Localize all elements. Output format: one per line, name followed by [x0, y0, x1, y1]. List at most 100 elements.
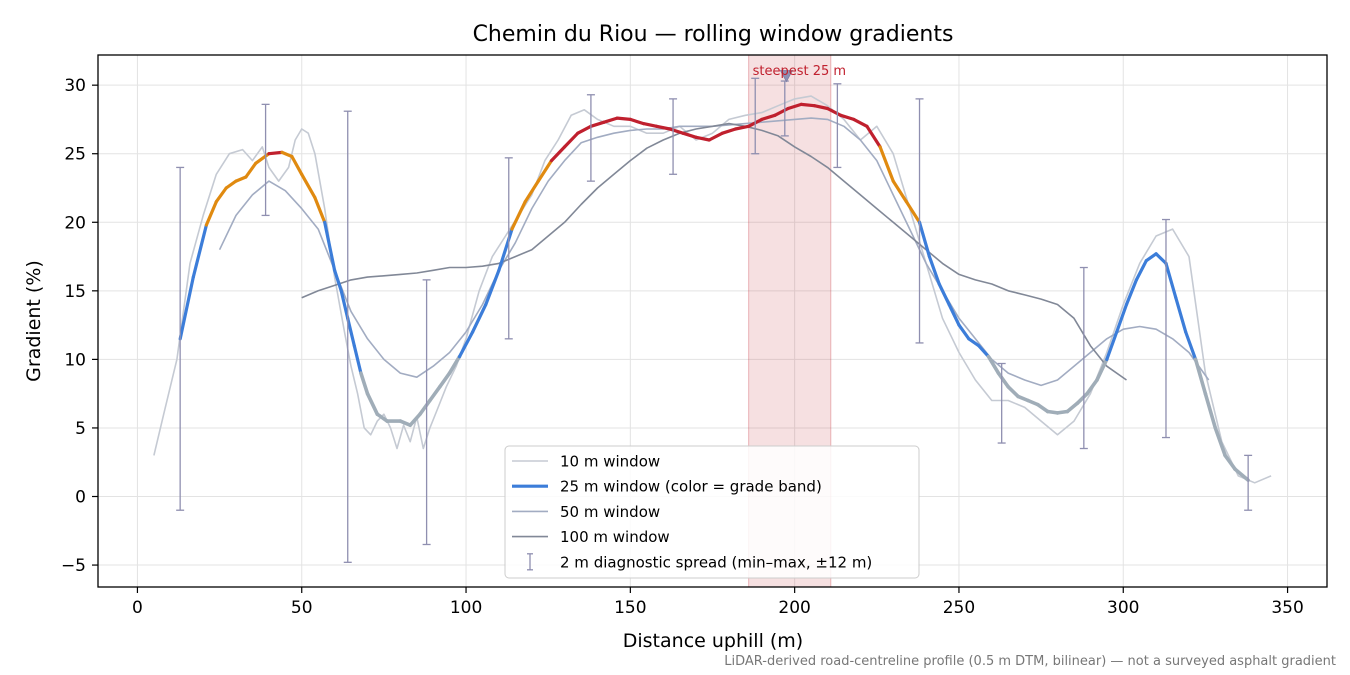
- series-25m-segment: [878, 145, 895, 183]
- series-25m-segment: [418, 398, 432, 417]
- series-25m-segment: [300, 172, 317, 200]
- series-100m-line: [301, 122, 1127, 381]
- plot-frame: [97, 54, 1328, 588]
- series-25m-segment: [1075, 391, 1089, 406]
- legend: 10 m window 25 m window (color = grade ba…: [504, 445, 920, 579]
- series-25m-segment: [1213, 426, 1227, 458]
- series-25m-segment: [280, 150, 294, 159]
- series-25m-segment: [214, 186, 228, 204]
- x-tick-label: 300: [1107, 598, 1139, 618]
- series-25m-segment: [1124, 278, 1139, 307]
- series-25m-segment: [1095, 357, 1109, 382]
- series-25m-segment: [234, 175, 248, 183]
- series-25m-segment: [471, 302, 488, 334]
- y-tick-label: 5: [75, 419, 86, 439]
- series-25m-segment: [562, 131, 580, 149]
- series-25m-segment: [224, 179, 238, 190]
- chart-title: Chemin du Riou — rolling window gradient…: [473, 22, 954, 47]
- y-tick-label: −5: [61, 556, 86, 576]
- series-25m-segment: [375, 412, 390, 423]
- series-25m-segment: [904, 200, 922, 224]
- series-25m-segment: [1006, 384, 1020, 399]
- series-25m-segment: [760, 113, 777, 122]
- series-25m-segment: [589, 120, 606, 128]
- series-25m-segment: [313, 196, 327, 224]
- series-25m-segment: [244, 161, 258, 179]
- legend-label: 50 m window: [560, 503, 660, 521]
- series-25m-segment: [1184, 330, 1198, 361]
- series-25m-segment: [996, 371, 1011, 389]
- series-25m-segment: [839, 113, 856, 122]
- y-tick-label: 15: [64, 282, 86, 302]
- y-tick-label: 20: [64, 213, 86, 233]
- series-25m-segment: [536, 159, 554, 183]
- series-25m-segment: [865, 124, 882, 149]
- series-25m-segment: [812, 104, 830, 111]
- series-25m-segment: [359, 371, 370, 396]
- series-25m-segment: [346, 316, 356, 348]
- series-25m-segment: [1193, 357, 1208, 396]
- series-25m-segment: [977, 344, 991, 359]
- series-25m-segment: [654, 124, 672, 131]
- series-25m-segment: [408, 412, 422, 428]
- diagnostic-error-bars: [176, 77, 1253, 563]
- series-25m-segment: [825, 106, 843, 117]
- series-25m-segment: [1085, 378, 1099, 396]
- series-25m-segment: [339, 289, 350, 320]
- series-25m-segment: [891, 179, 909, 204]
- series-25m-segment: [720, 127, 738, 135]
- legend-label: 2 m diagnostic spread (min–max, ±12 m): [560, 553, 872, 571]
- legend-label: 100 m window: [560, 528, 670, 546]
- x-tick-label: 200: [778, 598, 810, 618]
- series-25m-segment: [365, 391, 380, 417]
- series-10m-line: [153, 95, 1272, 484]
- series-25m-segment: [937, 282, 951, 307]
- steepest-marker: [779, 70, 794, 83]
- series-25m-segment: [615, 116, 632, 122]
- series-25m-segment: [799, 102, 817, 108]
- series-25m-segment: [786, 102, 803, 111]
- y-tick-label: 0: [75, 488, 86, 508]
- series-25m-segment: [497, 227, 514, 272]
- series-25m-segment: [523, 179, 540, 204]
- series-25m-segment: [323, 220, 337, 272]
- series-25m-segment: [927, 255, 941, 286]
- series-25m-segment: [852, 117, 869, 128]
- series-25m-segment: [1144, 252, 1158, 263]
- series-25m-segment: [178, 275, 195, 341]
- series-25m-segment: [681, 131, 698, 139]
- axes: 0 50 100 150 200 250 300 350 −5 0 5 10 15 20 25 30: [61, 76, 1304, 618]
- footnote: LiDAR-derived road-centreline profile (0…: [724, 654, 1336, 669]
- series-25m-segment: [1065, 401, 1080, 414]
- series-25m-segment: [333, 268, 343, 293]
- series-25m-segment: [290, 154, 304, 176]
- annotation: steepest 25 m: [753, 64, 846, 83]
- series-25m-segment: [576, 124, 593, 135]
- series-25m-segment: [947, 302, 961, 327]
- series-25m-segment: [602, 116, 619, 124]
- series-25m-segment: [733, 124, 751, 131]
- series-25m-segment: [484, 268, 501, 307]
- series-25m-segment: [510, 200, 527, 231]
- x-tick-label: 50: [291, 598, 313, 618]
- series-25m-segment: [1203, 391, 1218, 430]
- y-axis-label: Gradient (%): [23, 260, 45, 382]
- series-25m-segment: [1115, 302, 1129, 334]
- x-tick-label: 150: [614, 598, 646, 618]
- series-25m-segment: [986, 354, 1001, 375]
- series-25m-segment: [641, 121, 659, 128]
- y-tick-label: 30: [64, 76, 86, 96]
- series-25m-segment: [457, 330, 475, 359]
- series-25m-segment: [628, 117, 646, 126]
- series-25m-segment: [254, 152, 271, 165]
- series-25m-segment: [967, 337, 981, 348]
- series-25m-segment: [204, 200, 218, 227]
- x-tick-label: 0: [132, 598, 143, 618]
- series-25m-segment: [1164, 261, 1178, 300]
- series-25m-segment: [437, 371, 452, 389]
- series-25m-segment: [957, 323, 971, 341]
- y-tick-label: 25: [64, 145, 86, 165]
- series-25m-segment: [447, 354, 462, 375]
- x-tick-label: 350: [1271, 598, 1303, 618]
